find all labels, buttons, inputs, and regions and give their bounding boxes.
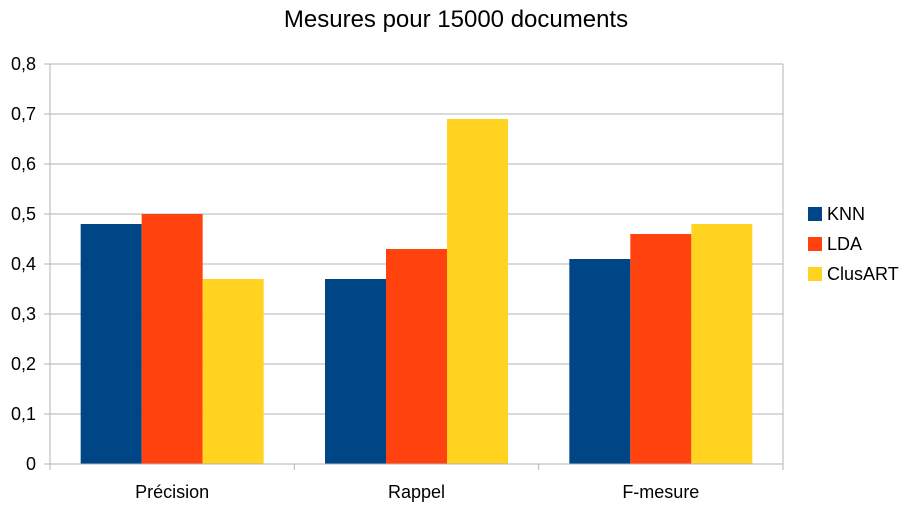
y-tick-label: 0,7 bbox=[11, 104, 36, 124]
bar-lda-1 bbox=[141, 214, 203, 464]
y-tick-label: 0,8 bbox=[11, 54, 36, 74]
legend-swatch bbox=[808, 267, 822, 281]
axes bbox=[49, 64, 784, 470]
y-tick-label: 0,3 bbox=[11, 304, 36, 324]
y-tick-label: 0,5 bbox=[11, 204, 36, 224]
bar-clusart-1 bbox=[202, 279, 264, 464]
bar-lda-3 bbox=[630, 234, 692, 464]
y-tick-label: 0,4 bbox=[11, 254, 36, 274]
bar-knn-3 bbox=[569, 259, 631, 464]
bar-clusart-3 bbox=[691, 224, 753, 464]
legend-label: LDA bbox=[827, 234, 862, 254]
legend-swatch bbox=[808, 237, 822, 251]
x-category-label: Précision bbox=[135, 482, 209, 502]
bar-knn-1 bbox=[80, 224, 142, 464]
chart-title: Mesures pour 15000 documents bbox=[284, 6, 628, 33]
legend: KNN LDA ClusART bbox=[808, 204, 899, 284]
y-tick-labels: 0 0,1 0,2 0,3 0,4 0,5 0,6 0,7 0,8 bbox=[11, 54, 36, 474]
legend-label: KNN bbox=[827, 204, 865, 224]
y-tick-label: 0,2 bbox=[11, 354, 36, 374]
x-category-label: Rappel bbox=[388, 482, 445, 502]
x-category-label: F-mesure bbox=[622, 482, 699, 502]
y-tick-label: 0 bbox=[26, 454, 36, 474]
legend-label: ClusART bbox=[827, 264, 899, 284]
y-tick-label: 0,6 bbox=[11, 154, 36, 174]
y-tick-label: 0,1 bbox=[11, 404, 36, 424]
bar-knn-2 bbox=[325, 279, 386, 464]
bar-clusart-2 bbox=[447, 119, 508, 464]
x-category-labels: Précision Rappel F-mesure bbox=[135, 482, 699, 502]
bars bbox=[80, 119, 753, 464]
legend-swatch bbox=[808, 207, 822, 221]
bar-lda-2 bbox=[386, 249, 447, 464]
